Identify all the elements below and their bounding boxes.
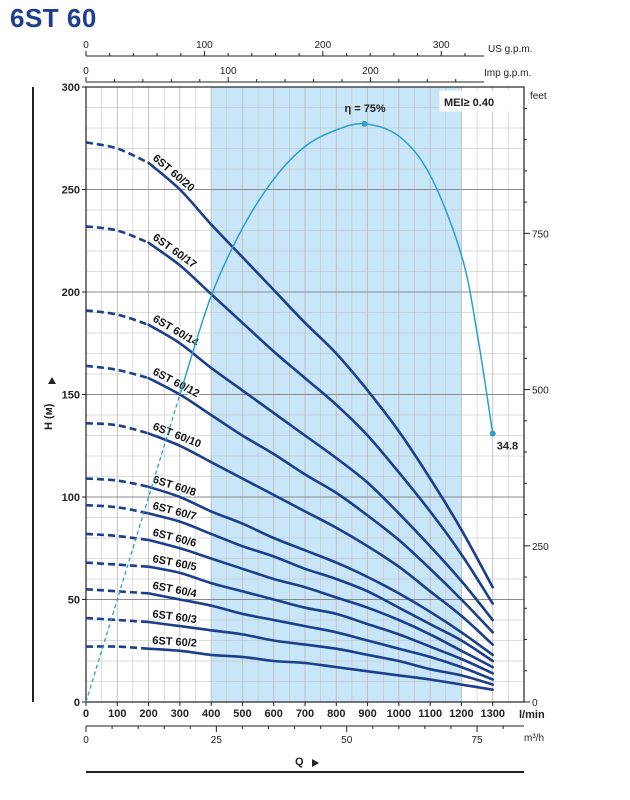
usgpm-tick-label: 100 [196,40,213,51]
m3h-unit-label: m³/h [524,733,544,744]
curve-6st-60-14 [147,323,494,622]
curve-label-group: 6ST 60/20 [149,151,198,196]
feet-tick-label: 250 [532,542,549,553]
usgpm-tick-label: 200 [314,40,331,51]
y-tick-label: 250 [62,185,80,197]
curve-6st-60-7 [147,512,494,663]
impgpm-tick-label: 0 [83,66,89,77]
efficiency-curve: η = 75% 34.8 [85,103,518,703]
curve-6st-60-3 [147,620,494,686]
curve-dashed-6st-60-20 [85,141,150,165]
y-tick-label: 150 [62,390,80,402]
curve-dashed-6st-60-7 [85,503,149,515]
curve-6st-60-10 [147,432,494,646]
usgpm-unit-label: US g.p.m. [488,44,532,55]
efficiency-end-point [489,430,496,437]
curve-dashed-6st-60-10 [85,421,149,435]
x-tick-label: 1000 [387,708,411,720]
x-tick-label: 1300 [480,708,504,720]
efficiency-peak-point [361,120,368,127]
x-tick-label: 800 [327,708,345,720]
impgpm-unit-label: Imp g.p.m. [484,68,531,79]
efficiency-dashed-line [85,394,181,703]
curve-6st-60-17 [147,241,494,605]
x-tick-label: 700 [296,708,314,720]
feet-tick-label: 750 [532,229,549,240]
x-tick-label: 300 [171,708,189,720]
curve-dashed-6st-60-3 [85,616,149,624]
efficiency-label: η = 75% [344,103,385,115]
curve-label-group: 6ST 60/17 [149,230,200,272]
x-tick-label: 100 [108,708,126,720]
curve-dashed-6st-60-2 [85,645,149,650]
curve-6st-60-6 [147,538,494,669]
axes: 0 100 200 300 400 500 600 700 800 900 1000 1100 1200… [32,40,549,773]
curve-dashed-6st-60-8 [85,477,149,489]
curve-label: 6ST 60/2 [152,635,197,650]
y-tick-label: 100 [62,492,80,504]
y-tick-label: 200 [62,287,80,299]
usgpm-tick-label: 300 [433,40,450,51]
curve-dashed-6st-60-17 [85,225,150,245]
x-tick-label: 200 [139,708,157,720]
x-tick-label: 500 [233,708,251,720]
y-axis-label-group: H (м) [43,403,55,430]
impgpm-tick-label: 200 [362,66,379,77]
curve-dashed-6st-60-5 [85,561,149,568]
curve-6st-60-12 [147,376,494,634]
curve-6st-60-20 [147,161,494,589]
page-title: 6ST 60 [10,3,97,33]
m3h-tick-label: 25 [211,735,223,746]
efficiency-line [179,122,494,434]
curve-dashed-6st-60-4 [85,588,149,595]
x-tick-label: 600 [265,708,283,720]
efficiency-end-label: 34.8 [497,440,518,452]
x-unit-label: l/min [519,709,545,721]
y-tick-label: 50 [68,595,80,607]
impgpm-tick-label: 100 [220,66,237,77]
curve-6st-60-8 [147,485,494,657]
x-tick-label: 900 [358,708,376,720]
curve-dashed-6st-60-6 [85,532,149,542]
mei-box [439,90,521,112]
m3h-tick-label: 0 [83,735,89,746]
x-tick-label: 1200 [449,708,473,720]
y-tick-label: 300 [62,82,80,94]
mei-label: MEI≥ 0.40 [444,97,494,109]
curve-label-group: 6ST 60/2 [150,633,198,651]
curve-label: 6ST 60/17 [150,232,198,271]
m3h-tick-label: 50 [341,735,353,746]
y-axis-arrow-icon [48,377,56,384]
usgpm-tick-label: 0 [83,40,89,51]
curve-6st-60-4 [147,592,494,681]
feet-unit-label: feet [530,91,547,102]
mei-badge: MEI≥ 0.40 [439,90,521,112]
feet-tick-label: 0 [532,698,538,709]
x-tick-label: 1100 [418,708,442,720]
x-axis-arrow-icon [312,759,319,767]
m3h-tick-label: 75 [472,735,484,746]
curve-dashed-6st-60-12 [85,364,149,380]
annotations: MEI≥ 0.40 [439,90,521,112]
curve-6st-60-5 [147,565,494,675]
curve-label: 6ST 60/20 [150,152,196,194]
curve-dashed-6st-60-14 [85,309,150,327]
y-tick-label: 0 [74,697,80,709]
x-tick-label: 400 [202,708,220,720]
x-axis-label: Q [295,756,304,768]
x-tick-label: 0 [83,708,89,720]
curve-6st-60-2 [147,647,494,691]
y-axis-label: H (м) [43,403,55,430]
feet-tick-label: 500 [532,386,549,397]
